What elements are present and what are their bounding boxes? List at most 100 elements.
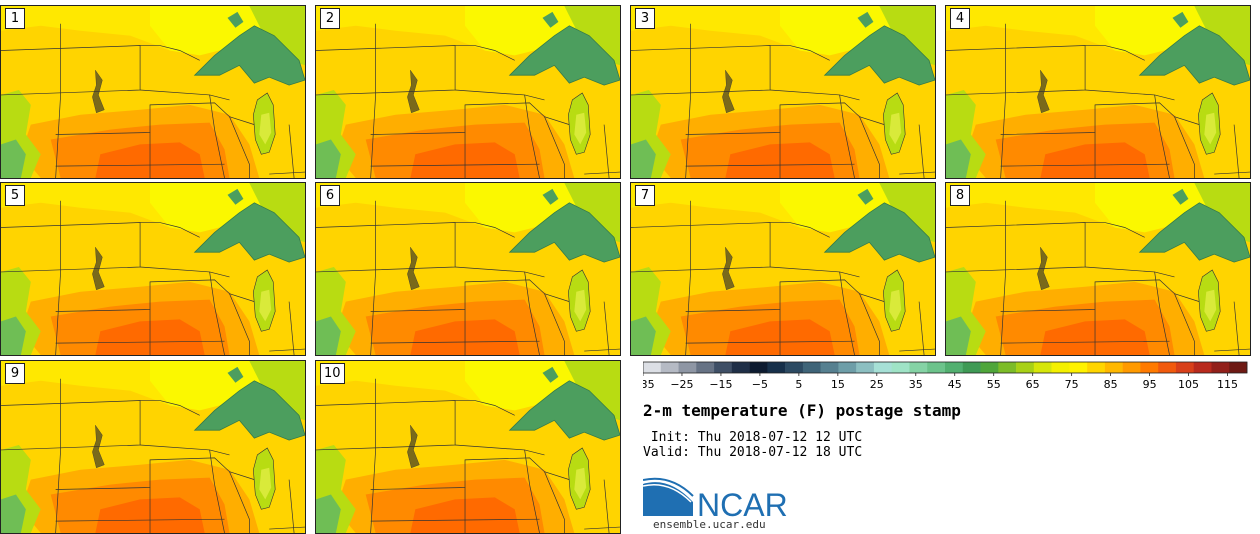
northern-lake [1172, 11, 1189, 28]
member-number-label: 2 [320, 8, 340, 29]
west-mountain-cool [316, 139, 341, 178]
temperature-field [316, 361, 620, 533]
west-mountain-cool [1, 316, 26, 355]
state-border [685, 200, 691, 355]
temperature-field [316, 6, 620, 178]
lake-superior [193, 25, 305, 86]
map-panel: 5 [0, 182, 306, 356]
northeast-cool-region [1194, 6, 1250, 66]
product-title: 2-m temperature (F) postage stamp [643, 401, 961, 420]
lake-michigan-center [574, 112, 587, 145]
colorbar-swatch [927, 362, 946, 373]
west-mountain-cool [316, 316, 341, 355]
map-panel: 1 [0, 5, 306, 179]
state-border [1085, 89, 1175, 101]
northeast-cool-region [879, 6, 935, 66]
west-mountain-cool [631, 316, 656, 355]
state-border [770, 45, 830, 61]
state-border [55, 200, 61, 355]
lake-superior [193, 380, 305, 441]
colorbar-swatch [1016, 362, 1035, 373]
lake-superior [1138, 25, 1250, 86]
state-border [316, 400, 456, 451]
lake-michigan-center [889, 112, 902, 145]
member-number-label: 6 [320, 185, 340, 206]
colorbar-tick-label: 35 [909, 378, 923, 391]
state-border [370, 102, 570, 135]
state-border [140, 400, 200, 416]
colorbar-swatch [785, 362, 804, 373]
state-border [229, 293, 250, 355]
state-border [685, 102, 885, 135]
member-number-label: 8 [950, 185, 970, 206]
colorbar-swatch [891, 362, 910, 373]
state-border [859, 116, 880, 178]
state-border [524, 271, 540, 355]
colorbar-swatch [1104, 362, 1123, 373]
state-border [1000, 163, 1170, 167]
temperature-field [1, 6, 305, 178]
northern-lake [227, 188, 244, 205]
west-mountain-cool [1, 494, 26, 533]
member-number-label: 1 [5, 8, 25, 29]
state-border [455, 222, 515, 238]
lake-superior [508, 25, 620, 86]
state-border [544, 293, 565, 355]
state-border [269, 348, 305, 352]
state-border [859, 293, 880, 355]
northeast-cool-region [564, 183, 620, 243]
member-number-label: 10 [320, 363, 345, 384]
colorbar-swatch [1175, 362, 1195, 373]
temperature-field [316, 183, 620, 355]
state-border [370, 163, 540, 167]
west-mountain-cool [1, 139, 26, 178]
lake-michigan-center [574, 467, 587, 500]
state-border [1233, 124, 1240, 178]
colorbar-tick-label: 115 [1217, 378, 1238, 391]
northern-lake [542, 188, 559, 205]
state-border [1154, 94, 1170, 178]
colorbar-tick-label: 45 [948, 378, 962, 391]
temperature-field [1, 361, 305, 533]
state-border [269, 526, 305, 530]
lake-michigan-center [574, 289, 587, 322]
state-border [839, 94, 855, 178]
state-border [1, 45, 141, 96]
colorbar-swatch [873, 362, 893, 373]
state-border [1174, 293, 1195, 355]
state-border [288, 124, 295, 178]
colorbar-swatch [998, 362, 1017, 373]
colorbar-swatch [962, 362, 981, 373]
state-border [1000, 200, 1006, 355]
state-border [455, 45, 515, 61]
state-border [55, 23, 61, 178]
northern-lake [542, 11, 559, 28]
colorbar-swatch [1211, 362, 1230, 373]
state-border [269, 171, 305, 175]
colorbar-swatch [1193, 362, 1212, 373]
colorbar-swatch [820, 362, 839, 373]
northern-lake [1172, 188, 1189, 205]
west-mountain-cool [316, 494, 341, 533]
colorbar-swatch [1158, 362, 1177, 373]
northern-lake [227, 11, 244, 28]
colorbar-swatch [1069, 362, 1088, 373]
colorbar-swatch [945, 362, 964, 373]
colorbar-tick-label: 55 [987, 378, 1001, 391]
state-border [288, 479, 295, 533]
lake-michigan-center [889, 289, 902, 322]
northeast-cool-region [249, 183, 305, 243]
state-border [918, 124, 925, 178]
state-border [55, 163, 225, 167]
colorbar-tick-label: 75 [1065, 378, 1079, 391]
state-border [1085, 266, 1175, 278]
state-border [1000, 23, 1006, 178]
state-border [584, 171, 620, 175]
colorbar-tick-label: −5 [752, 378, 768, 391]
lake-michigan-center [259, 467, 272, 500]
map-panel: 10 [315, 360, 621, 534]
state-border [370, 457, 570, 490]
colorbar-frame [643, 361, 1248, 374]
state-border [55, 378, 61, 533]
northeast-cool-region [249, 6, 305, 66]
